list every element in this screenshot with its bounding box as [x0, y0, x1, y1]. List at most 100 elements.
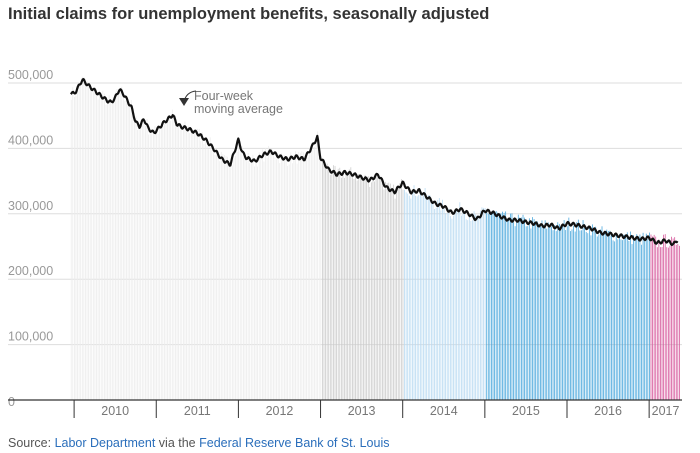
weekly-claims-bar	[203, 144, 205, 400]
x-axis: 2010 2011 2012 2013 2014 2015 2016 2017	[8, 399, 682, 418]
weekly-claims-bar	[269, 151, 271, 400]
weekly-claims-bar	[190, 128, 192, 400]
weekly-claims-bar	[265, 148, 266, 400]
weekly-claims-bar	[546, 228, 548, 400]
weekly-claims-bar	[285, 158, 287, 400]
weekly-claims-bar	[323, 158, 325, 400]
weekly-claims-bar	[510, 213, 511, 400]
x-tick-label: 2011	[184, 404, 211, 418]
weekly-claims-bar	[184, 121, 186, 400]
weekly-claims-bar	[135, 116, 137, 401]
weekly-claims-bar	[73, 96, 75, 400]
weekly-claims-bar	[151, 133, 153, 401]
weekly-claims-bar	[459, 202, 461, 400]
weekly-claims-bar	[214, 155, 216, 400]
weekly-claims-bar	[563, 220, 565, 400]
weekly-claims-bar	[636, 234, 638, 400]
weekly-claims-bar	[213, 146, 214, 400]
weekly-claims-bar	[119, 92, 121, 400]
weekly-claims-bar	[453, 215, 454, 400]
weekly-claims-bar	[291, 163, 293, 400]
weekly-claims-bar	[603, 232, 604, 400]
weekly-claims-bar	[320, 159, 322, 400]
weekly-claims-bar	[145, 125, 146, 400]
weekly-claims-bar	[547, 222, 549, 400]
weekly-claims-bar	[116, 88, 118, 400]
weekly-claims-bar	[195, 133, 197, 401]
weekly-claims-bar	[389, 183, 391, 400]
weekly-claims-bar	[645, 233, 647, 400]
weekly-claims-bar	[438, 198, 440, 400]
weekly-claims-bar	[152, 130, 154, 401]
weekly-claims-bar	[268, 145, 270, 400]
weekly-claims-bar	[115, 92, 116, 400]
weekly-claims-bar	[181, 126, 183, 400]
weekly-claims-bar	[124, 100, 126, 400]
weekly-claims-bar	[257, 166, 259, 400]
weekly-claims-bar	[348, 169, 350, 400]
weekly-claims-bar	[470, 220, 472, 400]
weekly-claims-bar	[630, 231, 631, 400]
weekly-claims-bar	[127, 102, 129, 400]
weekly-claims-bar	[260, 154, 262, 400]
weekly-claims-bar	[182, 124, 184, 400]
weekly-claims-bar	[528, 218, 530, 400]
weekly-claims-bar	[456, 210, 458, 400]
weekly-claims-bar	[562, 223, 563, 400]
weekly-claims-bar	[601, 226, 603, 400]
weekly-claims-bar	[146, 118, 148, 400]
weekly-claims-bar	[502, 211, 503, 400]
weekly-claims-bar	[620, 239, 622, 400]
weekly-claims-bar	[396, 186, 398, 400]
weekly-claims-bar	[642, 232, 644, 400]
weekly-claims-bar	[375, 172, 377, 400]
source-link-labor-department[interactable]: Labor Department	[54, 436, 156, 450]
weekly-claims-bar	[296, 163, 298, 400]
weekly-claims-bar	[225, 156, 227, 400]
weekly-claims-bar	[593, 228, 595, 400]
weekly-claims-bar	[382, 181, 383, 400]
weekly-claims-bar	[92, 91, 94, 401]
weekly-claims-bar	[543, 224, 544, 400]
weekly-claims-bar	[653, 234, 655, 400]
source-link-st-louis-fed[interactable]: Federal Reserve Bank of St. Louis	[199, 436, 390, 450]
y-axis-labels: 0 100,000 200,000 300,000 400,000 500,000	[8, 68, 53, 409]
weekly-claims-bar	[295, 151, 296, 400]
weekly-claims-bar	[301, 151, 303, 400]
weekly-claims-bar	[516, 222, 518, 400]
weekly-claims-bar	[612, 240, 614, 400]
y-tick-label: 500,000	[8, 68, 53, 82]
weekly-claims-bar	[363, 178, 364, 400]
weekly-claims-bar	[446, 213, 448, 400]
weekly-claims-bar	[201, 132, 203, 400]
weekly-claims-bar	[282, 154, 284, 400]
weekly-claims-bar	[530, 228, 532, 400]
weekly-claims-bar	[483, 207, 484, 400]
weekly-claims-bar	[342, 170, 344, 400]
weekly-claims-bar	[571, 229, 573, 400]
weekly-claims-bar	[524, 217, 525, 400]
weekly-claims-bar	[431, 201, 432, 400]
weekly-claims-bar	[394, 198, 396, 400]
weekly-claims-bar	[544, 220, 546, 400]
weekly-claims-bar	[88, 83, 89, 400]
weekly-claims-bar	[536, 221, 538, 400]
weekly-claims-bar	[478, 218, 480, 400]
weekly-claims-bar	[566, 226, 568, 400]
weekly-claims-bar	[367, 176, 369, 400]
weekly-claims-bar	[495, 211, 497, 400]
weekly-claims-bar	[505, 211, 507, 400]
weekly-claims-bar	[577, 219, 579, 400]
weekly-claims-bar	[377, 177, 379, 400]
y-tick-label: 400,000	[8, 133, 53, 147]
weekly-claims-bar	[374, 181, 375, 400]
weekly-claims-bar	[489, 213, 491, 400]
weekly-claims-bar	[78, 85, 80, 400]
weekly-claims-bar	[370, 182, 372, 400]
weekly-claims-bar	[652, 236, 653, 400]
weekly-claims-bar	[388, 182, 390, 400]
weekly-claims-bar	[407, 193, 409, 400]
weekly-claims-bar	[228, 159, 230, 400]
weekly-claims-bar	[660, 247, 661, 400]
weekly-claims-bar	[110, 99, 112, 401]
